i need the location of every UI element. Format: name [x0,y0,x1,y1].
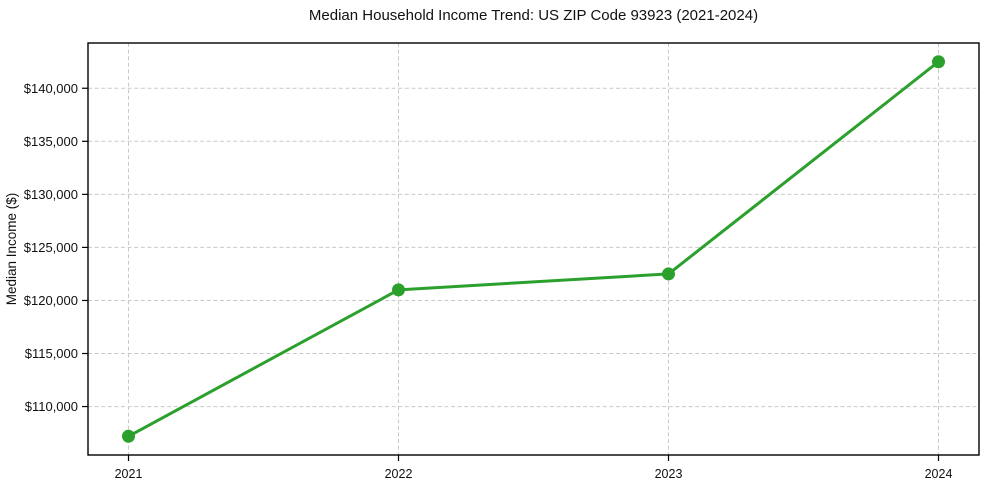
data-point-marker [662,267,675,281]
trend-line [127,60,940,438]
data-point-marker [122,429,135,443]
x-tick-label: 2022 [385,467,413,481]
y-tick-label: $120,000 [24,293,78,308]
x-tick-label: 2021 [115,467,143,481]
y-tick-label: $125,000 [24,240,78,255]
x-tick-label: 2024 [925,467,953,481]
data-point-marker [932,55,945,69]
y-tick-label: $115,000 [25,346,78,361]
data-point-marker [392,283,405,297]
y-axis-label: Median Income ($) [4,193,19,306]
y-tick-label: $130,000 [24,187,78,202]
y-tick-label: $135,000 [24,134,78,149]
y-tick-label: $140,000 [24,81,78,96]
chart-title: Median Household Income Trend: US ZIP Co… [308,7,759,24]
y-tick-label: $110,000 [25,399,78,414]
x-tick-label: 2023 [655,467,683,481]
plot-border [87,42,980,456]
